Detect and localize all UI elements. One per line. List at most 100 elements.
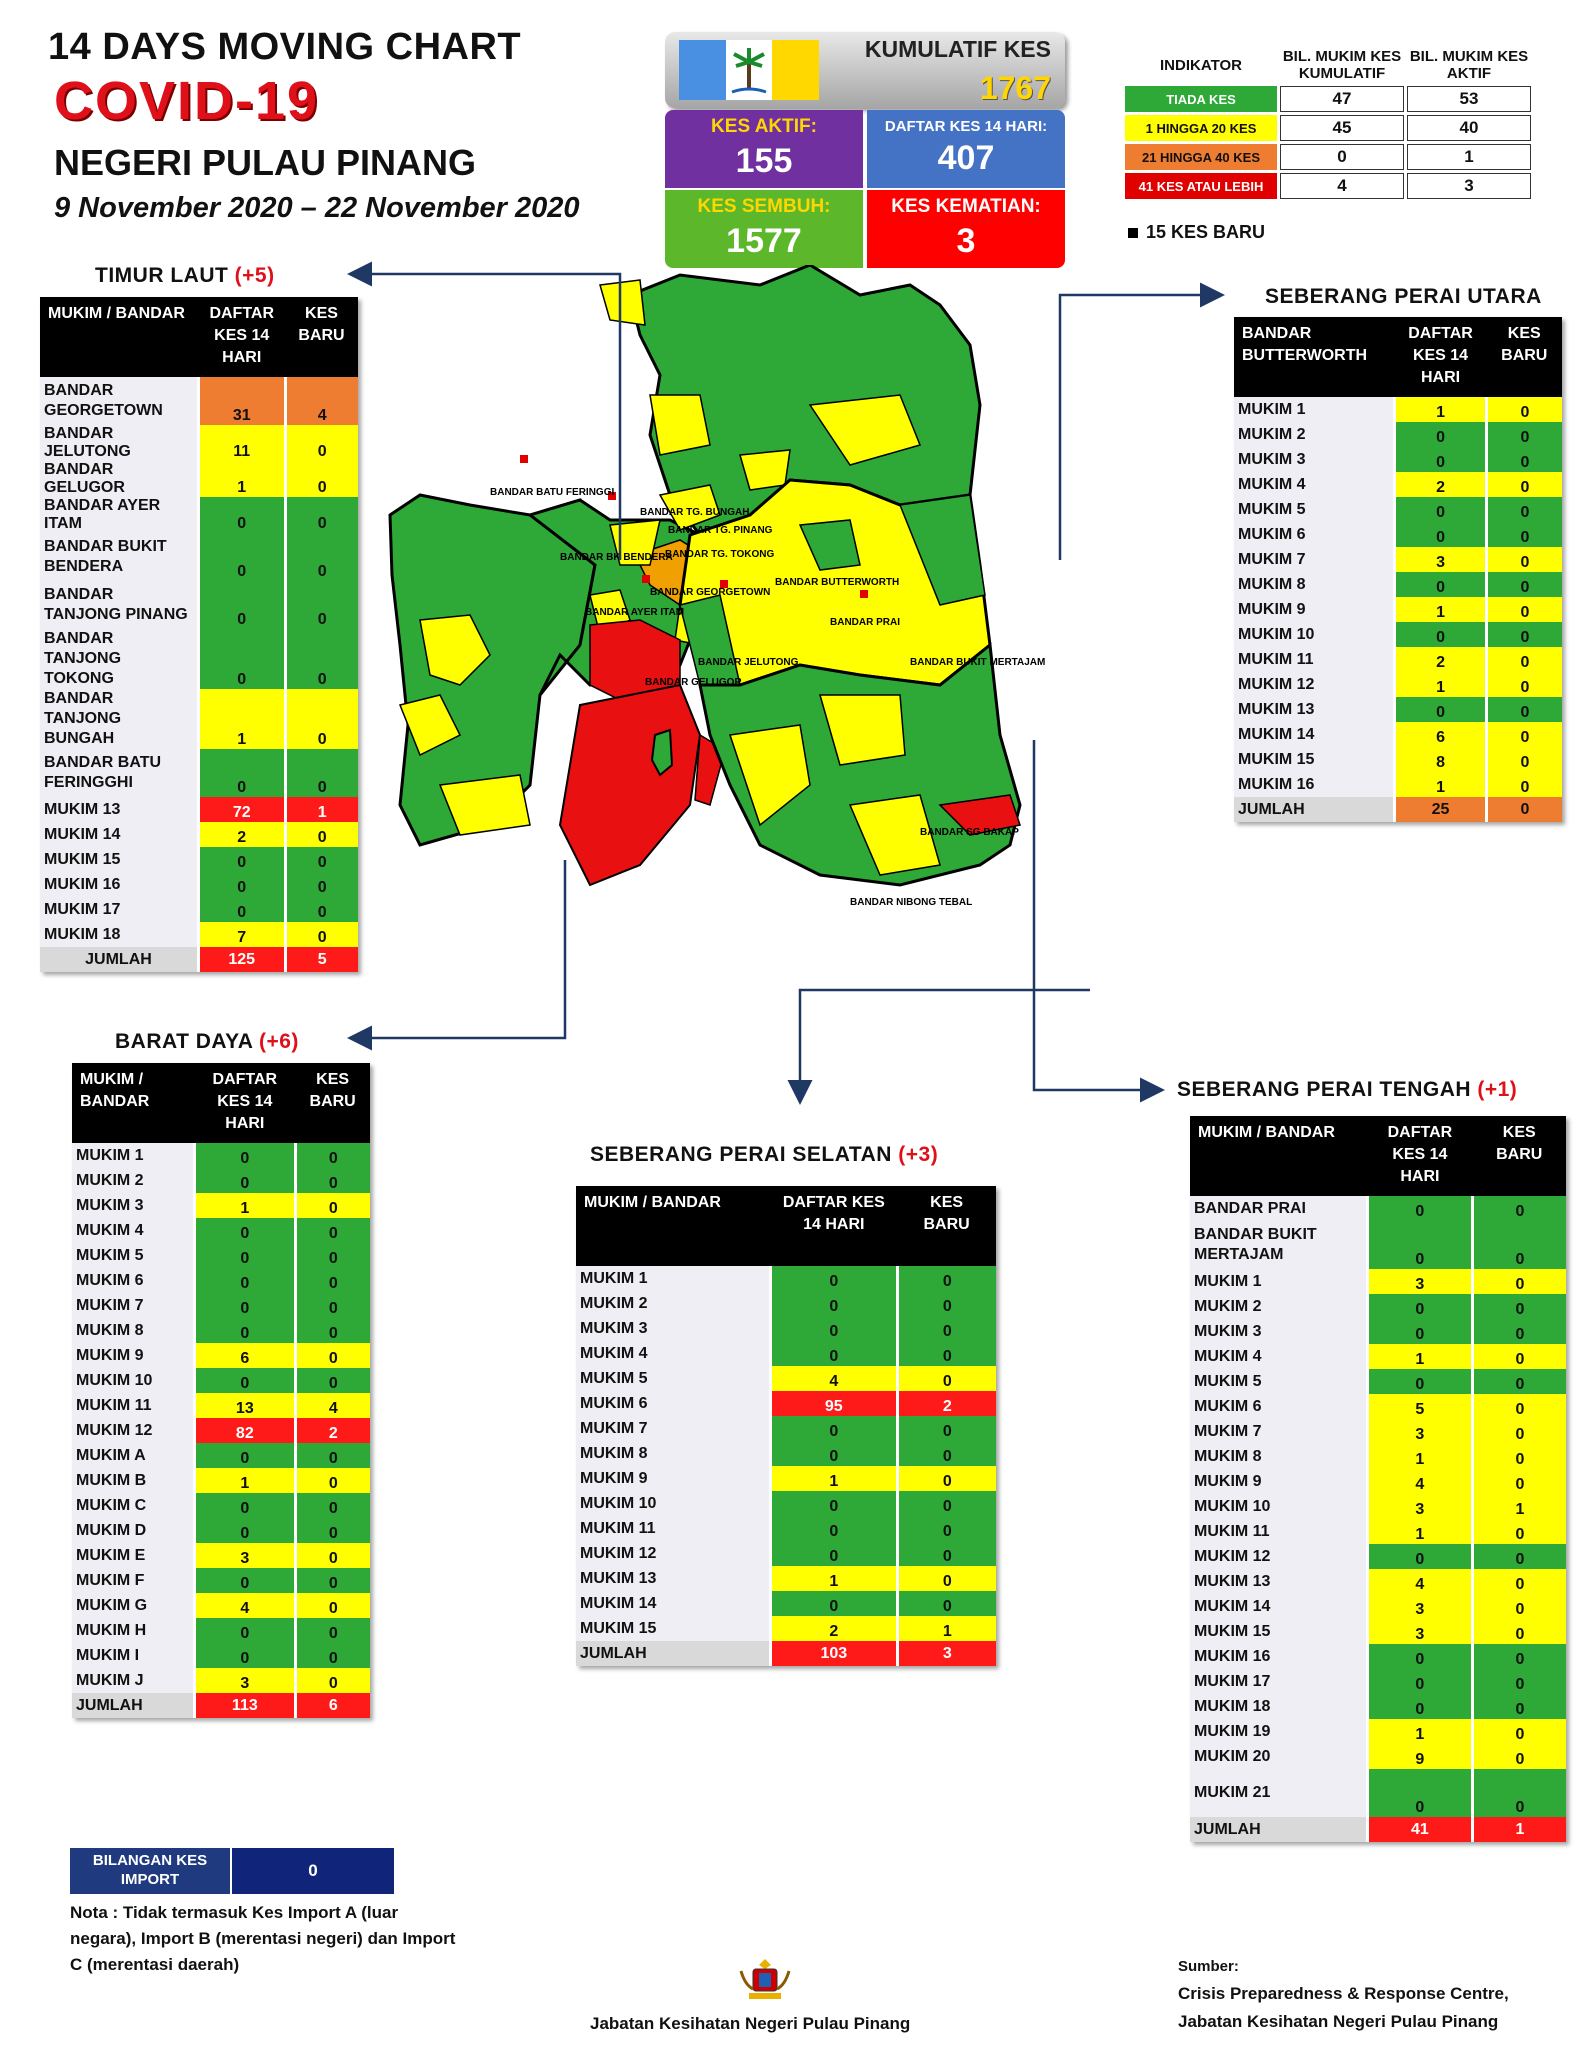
row-daftar: 0 (196, 497, 285, 533)
row-kes-baru: 0 (293, 1593, 370, 1618)
legend-aktif: 3 (1407, 173, 1531, 199)
row-name: MUKIM 13 (1190, 1569, 1368, 1594)
row-name: MUKIM 18 (40, 922, 199, 947)
row-kes-baru: 0 (283, 497, 358, 533)
row-kes-baru: 0 (1485, 722, 1562, 747)
row-name: MUKIM 1 (576, 1266, 771, 1291)
row-kes-baru: 0 (293, 1518, 370, 1543)
header-kes-baru: KES BARU (295, 1063, 370, 1143)
row-name: MUKIM 10 (72, 1368, 195, 1393)
row-name: BANDAR BUKIT BENDERA (40, 533, 199, 581)
row-name: MUKIM 7 (1190, 1419, 1368, 1444)
row-daftar: 0 (768, 1541, 898, 1566)
row-name: MUKIM 11 (1234, 647, 1395, 672)
row-name: MUKIM 13 (1234, 697, 1395, 722)
row-kes-baru: 0 (293, 1493, 370, 1518)
covid-title: COVID-19 (54, 71, 320, 131)
row-kes-baru: 0 (895, 1366, 996, 1391)
total-daftar: 103 (768, 1641, 898, 1666)
row-daftar: 1 (192, 1468, 296, 1493)
label-bukit-bendera: BANDAR BK BENDERA (560, 552, 673, 563)
row-daftar: 0 (1365, 1319, 1473, 1344)
row-daftar: 0 (1393, 497, 1487, 522)
total-row: JUMLAH 113 6 (72, 1693, 370, 1718)
table-row: MUKIM 15 8 0 (1234, 747, 1562, 772)
row-kes-baru: 0 (1470, 1544, 1566, 1569)
row-daftar: 0 (768, 1516, 898, 1541)
row-name: BANDAR TANJONG PINANG (40, 581, 199, 629)
row-kes-baru: 0 (293, 1293, 370, 1318)
spu-table: BANDAR BUTTERWORTH DAFTAR KES 14 HARI KES … (1234, 317, 1562, 822)
row-kes-baru: 0 (1470, 1619, 1566, 1644)
total-daftar: 125 (196, 947, 285, 972)
table-row: MUKIM 10 0 0 (72, 1368, 370, 1393)
row-name: MUKIM 12 (576, 1541, 771, 1566)
row-kes-baru: 0 (1485, 597, 1562, 622)
row-kes-baru: 0 (895, 1541, 996, 1566)
row-name: MUKIM G (72, 1593, 195, 1618)
label-gelugor: BANDAR GELUGOR (645, 677, 742, 688)
row-daftar: 95 (768, 1391, 898, 1416)
row-kes-baru: 0 (1470, 1269, 1566, 1294)
row-name: MUKIM 14 (1234, 722, 1395, 747)
row-name: MUKIM 1 (72, 1143, 195, 1168)
row-daftar: 3 (1365, 1594, 1473, 1619)
row-name: MUKIM 14 (1190, 1594, 1368, 1619)
total-kes-baru: 6 (293, 1693, 370, 1718)
footer-department: Jabatan Kesihatan Negeri Pulau Pinang (590, 2014, 911, 2033)
row-daftar: 2 (196, 822, 285, 847)
row-name: MUKIM I (72, 1643, 195, 1668)
row-name: MUKIM 9 (576, 1466, 771, 1491)
row-kes-baru: 0 (1485, 497, 1562, 522)
penang-map: BANDAR BATU FERINGGI BANDAR TG. BUNGAH B… (388, 265, 1045, 908)
row-daftar: 3 (1365, 1619, 1473, 1644)
total-daftar: 25 (1393, 797, 1487, 822)
row-name: MUKIM 8 (576, 1441, 771, 1466)
row-daftar: 6 (1393, 722, 1487, 747)
label-tg-tokong: BANDAR TG. TOKONG (665, 549, 774, 560)
row-daftar: 82 (192, 1418, 296, 1443)
row-kes-baru: 0 (1485, 572, 1562, 597)
row-name: MUKIM 18 (1190, 1694, 1368, 1719)
sps-yellow (729, 694, 941, 876)
table-row: MUKIM 18 7 0 (40, 922, 358, 947)
label-tg-pinang: BANDAR TG. PINANG (668, 525, 773, 536)
kes-aktif-label: KES AKTIF: (711, 116, 817, 137)
row-daftar: 4 (192, 1593, 296, 1618)
row-kes-baru: 0 (1485, 422, 1562, 447)
table-row: BANDAR TANJONG PINANG 0 0 (40, 581, 358, 629)
row-daftar: 0 (192, 1368, 296, 1393)
row-kes-baru: 0 (895, 1416, 996, 1441)
row-name: MUKIM 6 (576, 1391, 771, 1416)
row-name: MUKIM C (72, 1493, 195, 1518)
row-daftar: 4 (768, 1366, 898, 1391)
new-case-legend: 15 KES BARU (1128, 222, 1265, 243)
kes-kematian-panel: KES KEMATIAN: 3 (867, 190, 1065, 268)
row-kes-baru: 0 (1470, 1419, 1566, 1444)
kes-aktif-value: 155 (735, 142, 793, 180)
legend-label: 1 HINGGA 20 KES (1125, 115, 1277, 141)
row-daftar: 1 (1365, 1444, 1473, 1469)
row-kes-baru: 0 (1470, 1394, 1566, 1419)
row-daftar: 72 (196, 797, 285, 822)
row-kes-baru: 0 (283, 922, 358, 947)
row-daftar: 0 (1365, 1544, 1473, 1569)
new-case-square-icon (1128, 228, 1138, 238)
table-row: BANDAR BUKIT BENDERA 0 0 (40, 533, 358, 581)
table-row: MUKIM 14 3 0 (1190, 1594, 1566, 1619)
row-kes-baru: 0 (1470, 1344, 1566, 1369)
row-daftar: 11 (196, 425, 285, 461)
row-name: MUKIM 19 (1190, 1719, 1368, 1744)
